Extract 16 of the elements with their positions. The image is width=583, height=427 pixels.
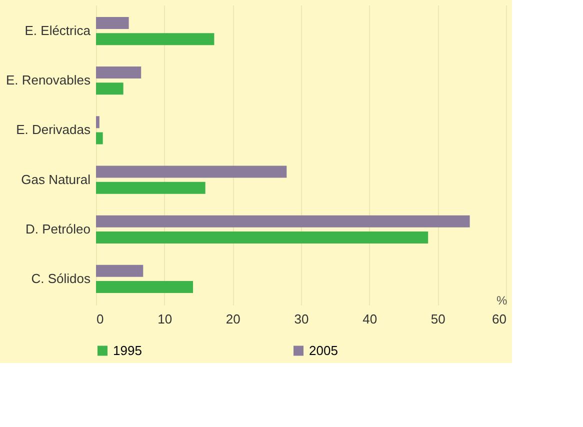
y-tick-label: Gas Natural [21,172,91,187]
y-tick-label: E. Renovables [6,72,91,88]
y-tick-label: C. Sólidos [31,270,91,286]
x-axis-title: % [496,294,508,308]
x-tick-label: 60 [492,312,506,326]
y-tick-label: E. Eléctrica [24,23,92,38]
x-tick-label: 40 [362,312,378,326]
y-tick-label: D. Petróleo [25,221,90,236]
x-tick-label: 30 [294,312,309,326]
x-tick-label: 50 [430,312,446,326]
legend-label: 1995 [113,342,142,358]
y-tick-label: E. Derivadas [16,122,91,138]
x-tick-label: 20 [226,312,240,326]
x-tick-label: 10 [158,312,172,326]
x-tick-label: 0 [96,312,104,326]
legend-label: 2005 [309,342,338,358]
